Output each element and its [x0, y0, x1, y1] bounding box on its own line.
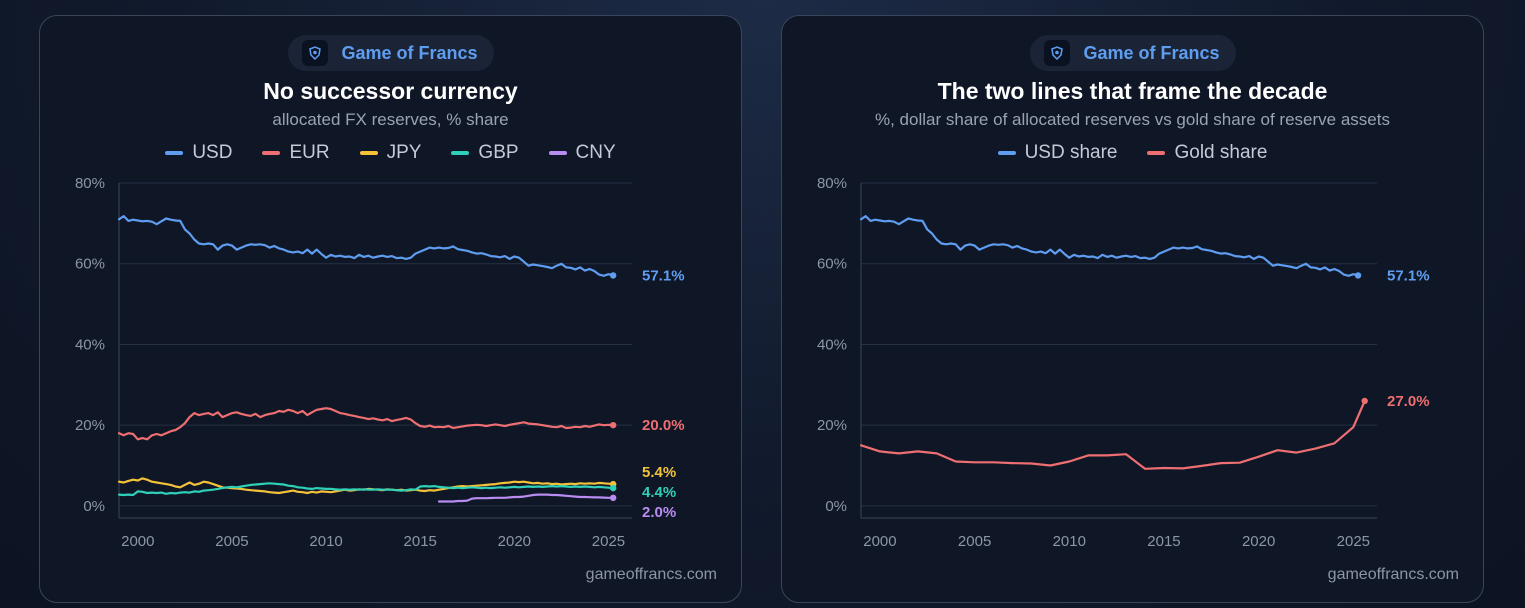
- series-end-label-usd: 57.1%: [642, 267, 685, 284]
- legend-item-gold-share[interactable]: Gold share: [1147, 142, 1267, 164]
- series-end-dot-gold-share: [1361, 397, 1368, 405]
- series-line-gold-share: [859, 399, 1366, 470]
- x-tick-label: 2020: [498, 533, 531, 550]
- legend-swatch-gbp: [451, 151, 470, 155]
- series-end-dot-cny: [609, 494, 617, 502]
- x-tick-label: 2025: [1337, 533, 1370, 550]
- series-end-label-eur: 20.0%: [642, 417, 685, 434]
- series-end-label-gbp: 4.4%: [642, 484, 676, 501]
- game-of-francs-logo-icon: [1043, 40, 1070, 66]
- legend-swatch-cny: [548, 151, 567, 155]
- y-tick-label: 0%: [83, 498, 105, 515]
- y-tick-label: 40%: [817, 336, 847, 353]
- legend-item-jpy[interactable]: JPY: [359, 142, 422, 164]
- series-end-dot-eur: [609, 421, 617, 429]
- legend-label-cny: CNY: [575, 142, 616, 163]
- legend-swatch-jpy: [359, 151, 378, 155]
- chart-subtitle: allocated FX reserves, % share: [272, 110, 509, 129]
- series-end-label-gold-share: 27.0%: [1387, 393, 1430, 410]
- legend-label-jpy: JPY: [386, 142, 422, 163]
- legend-swatch-gold-share: [1147, 151, 1166, 155]
- y-tick-label: 60%: [817, 256, 847, 273]
- legend-swatch-usd-share: [997, 151, 1016, 155]
- legend-item-cny[interactable]: CNY: [548, 142, 616, 164]
- chart-legend: USD EUR JPY GBP CNY: [40, 142, 741, 164]
- x-tick-label: 2000: [121, 533, 154, 550]
- x-tick-label: 2010: [1053, 533, 1086, 550]
- y-tick-label: 80%: [75, 175, 105, 192]
- legend-item-usd-share[interactable]: USD share: [997, 142, 1118, 164]
- x-tick-label: 2005: [958, 533, 991, 550]
- y-tick-label: 60%: [75, 256, 105, 273]
- brand-badge: Game of Francs: [287, 35, 494, 71]
- brand-badge: Game of Francs: [1029, 35, 1236, 71]
- y-tick-label: 40%: [75, 336, 105, 353]
- x-tick-label: 2015: [1147, 533, 1180, 550]
- footer-site[interactable]: gameoffrancs.com: [585, 566, 717, 583]
- legend-swatch-eur: [262, 151, 281, 155]
- series-end-dot-usd: [609, 272, 617, 279]
- game-of-francs-logo-icon: [301, 40, 328, 66]
- chart-panel-fx-reserves: Game of Francs No successor currency all…: [39, 15, 742, 603]
- x-tick-label: 2000: [863, 533, 896, 550]
- y-tick-label: 0%: [825, 498, 847, 515]
- legend-label-gbp: GBP: [478, 142, 519, 163]
- usd-vs-gold-line-chart: 0% 20% 40% 60% 80% 2000 2005 2010 2015 2020 2025 57…: [817, 175, 1430, 550]
- chart-panel-usd-vs-gold: Game of Francs The two lines that frame …: [781, 15, 1484, 603]
- legend-label-usd-share: USD share: [1024, 142, 1118, 163]
- series-line-eur: [117, 407, 615, 441]
- y-tick-label: 20%: [75, 417, 105, 434]
- x-tick-label: 2020: [1242, 533, 1275, 550]
- x-tick-label: 2005: [215, 533, 248, 550]
- x-tick-label: 2010: [309, 533, 342, 550]
- chart-subtitle: %, dollar share of allocated reserves vs…: [875, 110, 1390, 129]
- x-tick-label: 2015: [404, 533, 437, 550]
- y-tick-label: 80%: [817, 175, 847, 192]
- chart-title: No successor currency: [263, 78, 518, 104]
- series-line-gbp: [117, 482, 615, 497]
- series-line-usd-share: [859, 215, 1360, 277]
- legend-item-usd[interactable]: USD: [165, 142, 232, 164]
- series-line-usd: [117, 215, 615, 277]
- chart-title: The two lines that frame the decade: [937, 78, 1328, 104]
- y-tick-label: 20%: [817, 417, 847, 434]
- footer-site[interactable]: gameoffrancs.com: [1327, 566, 1459, 583]
- brand-name: Game of Francs: [341, 42, 478, 63]
- series-line-cny: [437, 493, 615, 503]
- series-end-label-usd-share: 57.1%: [1387, 267, 1430, 284]
- series-end-label-cny: 2.0%: [642, 504, 676, 521]
- legend-label-eur: EUR: [289, 142, 330, 163]
- brand-name: Game of Francs: [1083, 42, 1220, 63]
- series-end-dot-usd-share: [1354, 272, 1362, 279]
- legend-item-gbp[interactable]: GBP: [451, 142, 519, 164]
- legend-item-eur[interactable]: EUR: [262, 142, 330, 164]
- series-end-label-jpy: 5.4%: [642, 464, 676, 481]
- legend-label-usd: USD: [192, 142, 233, 163]
- legend-swatch-usd: [165, 151, 184, 155]
- x-tick-label: 2025: [592, 533, 625, 550]
- series-end-dot-gbp: [609, 484, 617, 492]
- fx-reserves-line-chart: 0% 20% 40% 60% 80% 2000 2005 2010 2015 2020 2025 57…: [75, 175, 685, 550]
- legend-label-gold-share: Gold share: [1174, 142, 1268, 163]
- chart-legend: USD share Gold share: [782, 142, 1483, 164]
